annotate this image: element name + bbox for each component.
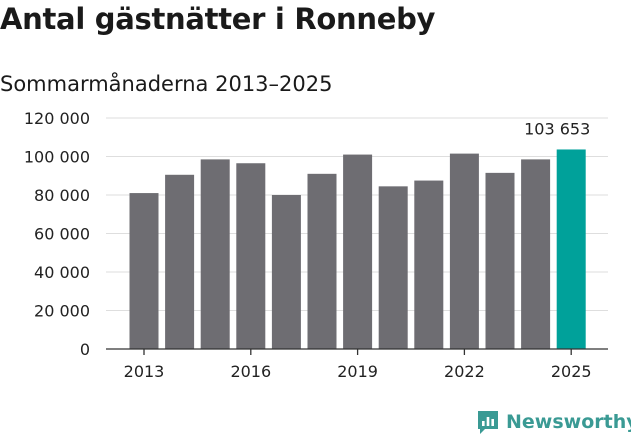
x-tick-label: 2022 <box>444 362 485 381</box>
x-tick-label: 2019 <box>337 362 378 381</box>
data-label: 103 653 <box>524 119 590 138</box>
chart-title: Antal gästnätter i Ronneby <box>0 2 436 36</box>
chart-subtitle: Sommarmånaderna 2013–2025 <box>0 72 333 96</box>
bar <box>521 159 551 349</box>
y-tick-label: 20 000 <box>34 302 90 321</box>
bar <box>556 149 586 349</box>
bar <box>271 195 301 349</box>
bar <box>485 172 515 349</box>
y-tick-label: 120 000 <box>24 109 90 128</box>
y-tick-label: 80 000 <box>34 186 90 205</box>
x-tick-label: 2016 <box>230 362 271 381</box>
bar <box>200 159 230 349</box>
y-tick-label: 60 000 <box>34 225 90 244</box>
brand-name: Newsworthy <box>506 411 631 433</box>
bar <box>129 193 159 349</box>
newsworthy-logo-icon <box>478 411 498 434</box>
bar-chart: 0 20 000 40 000 60 000 80 000 100 000 120 000 1… <box>24 109 608 381</box>
bar <box>307 173 337 349</box>
y-tick-label: 40 000 <box>34 263 90 282</box>
y-tick-label: 100 000 <box>24 148 90 167</box>
bar <box>165 174 195 349</box>
bar <box>449 153 479 349</box>
x-tick-label: 2025 <box>551 362 592 381</box>
bar <box>343 154 373 349</box>
brand-logo: Newsworthy <box>476 407 631 437</box>
bar <box>378 186 408 349</box>
bar <box>414 180 444 349</box>
y-tick-label: 0 <box>80 340 90 359</box>
x-tick-label: 2013 <box>124 362 165 381</box>
bar <box>236 163 266 349</box>
